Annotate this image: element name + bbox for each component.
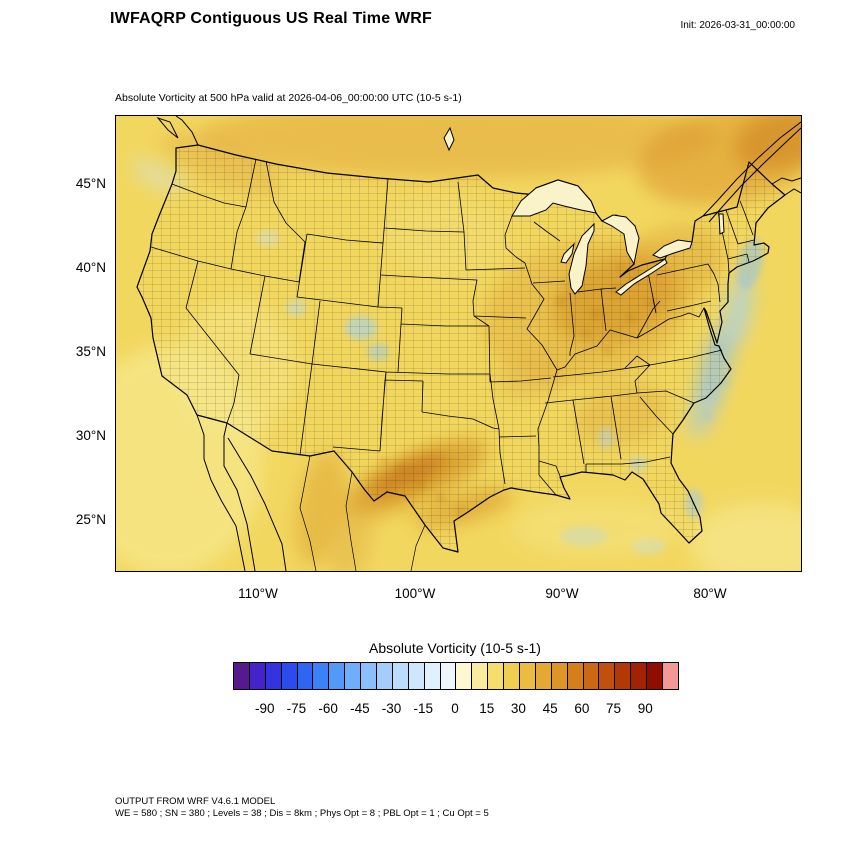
colorbar-swatch: [567, 663, 584, 689]
colorbar-tick-label: 75: [606, 701, 622, 716]
lat-tick-30N: 30°N: [75, 428, 106, 443]
colorbar-swatch: [663, 663, 678, 689]
mexico-coastlines: [196, 414, 287, 571]
vorticity-region-atlantic-se-pale: [689, 502, 801, 571]
colorbar-swatch: [647, 663, 664, 689]
colorbar-swatch: [424, 663, 441, 689]
colorbar-swatch: [488, 663, 505, 689]
colorbar-swatch: [249, 663, 266, 689]
lat-tick-25N: 25°N: [75, 512, 106, 527]
lon-tick-80W: 80°W: [693, 586, 727, 601]
colorbar-tick-label: -30: [381, 701, 402, 716]
colorbar-tick-label: -60: [318, 701, 338, 716]
mexico-state-borders: [299, 455, 426, 571]
init-time-label: Init: 2026-03-31_00:00:00: [680, 20, 795, 31]
colorbar-swatch: [361, 663, 378, 689]
vancouver-island: [156, 116, 179, 139]
colorbar-tick-label: -15: [413, 701, 434, 716]
colorbar-swatch: [631, 663, 648, 689]
lat-tick-40N: 40°N: [75, 260, 106, 275]
lake-michigan: [568, 222, 595, 295]
colorbar-labels: -90 -75 -60 -45 -30 -15 0 15 30 45 60 75 90: [233, 701, 677, 719]
colorbar-swatch: [297, 663, 314, 689]
colorbar-tick-label: 30: [510, 701, 526, 716]
lat-tick-45N: 45°N: [75, 176, 106, 191]
vorticity-region-canada-top-band: [196, 116, 716, 178]
green-bay: [560, 242, 575, 264]
vorticity-region-atlantic-coast-neg-2: [723, 275, 753, 347]
vorticity-map: [116, 116, 801, 571]
colorbar-swatch: [599, 663, 616, 689]
great-lakes: [443, 126, 725, 296]
colorbar-swatch: [440, 663, 457, 689]
colorbar-swatch: [265, 663, 282, 689]
colorbar-tick-label: -75: [286, 701, 307, 716]
colorbar-swatch: [583, 663, 600, 689]
lake-champlain: [718, 213, 725, 235]
colorbar-tick-label: 45: [542, 701, 558, 716]
colorbar-tick-label: 90: [637, 701, 653, 716]
lake-ontario: [652, 239, 693, 259]
colorbar-swatch: [281, 663, 298, 689]
colorbar-tick-label: 15: [479, 701, 495, 716]
colorbar-swatch: [392, 663, 409, 689]
state-borders: [150, 158, 755, 496]
footer-model-line: OUTPUT FROM WRF V4.6.1 MODEL: [115, 796, 276, 807]
footer-config-line: WE = 580 ; SN = 380 ; Levels = 38 ; Dis …: [115, 808, 489, 819]
colorbar-swatch: [551, 663, 568, 689]
colorbar-swatch: [472, 663, 489, 689]
lake-huron: [600, 214, 640, 266]
colorbar-tick-label: 0: [451, 701, 459, 716]
lon-tick-110W: 110°W: [238, 586, 278, 601]
colorbar-tick-label: -90: [254, 701, 275, 716]
canada-coastlines: [175, 116, 801, 223]
county-grid-texture: [137, 145, 785, 552]
lon-tick-100W: 100°W: [394, 586, 436, 601]
us-coastline-outline: [136, 144, 786, 553]
colorbar: [233, 662, 679, 690]
manitoba-lake: [443, 126, 455, 152]
plot-subtitle: Absolute Vorticity at 500 hPa valid at 2…: [115, 92, 462, 104]
colorbar-swatch: [535, 663, 552, 689]
colorbar-swatch: [504, 663, 521, 689]
vorticity-region-quebec-corner: [733, 116, 801, 171]
colorbar-swatch: [615, 663, 632, 689]
colorbar-swatch: [329, 663, 346, 689]
colorbar-swatch: [345, 663, 362, 689]
lon-tick-90W: 90°W: [545, 586, 579, 601]
vorticity-region-gulf-pale: [511, 498, 681, 558]
colorbar-swatch: [456, 663, 473, 689]
colorbar-tick-label: -45: [350, 701, 370, 716]
colorbar-swatch: [234, 663, 250, 689]
vorticity-speckle: [723, 379, 729, 385]
vorticity-speckle: [705, 413, 711, 419]
lat-tick-35N: 35°N: [75, 344, 106, 359]
map-frame: [115, 115, 802, 572]
colorbar-swatch: [377, 663, 393, 689]
lake-erie: [615, 258, 668, 296]
lake-superior: [511, 179, 597, 217]
colorbar-swatch: [408, 663, 425, 689]
page-title: IWFAQRP Contiguous US Real Time WRF: [110, 10, 432, 27]
colorbar-swatch: [313, 663, 330, 689]
colorbar-title: Absolute Vorticity (10-5 s-1): [369, 640, 541, 656]
vorticity-region-atlantic-coast-neg-3: [689, 384, 719, 438]
colorbar-tick-label: 60: [574, 701, 590, 716]
colorbar-swatch: [520, 663, 536, 689]
